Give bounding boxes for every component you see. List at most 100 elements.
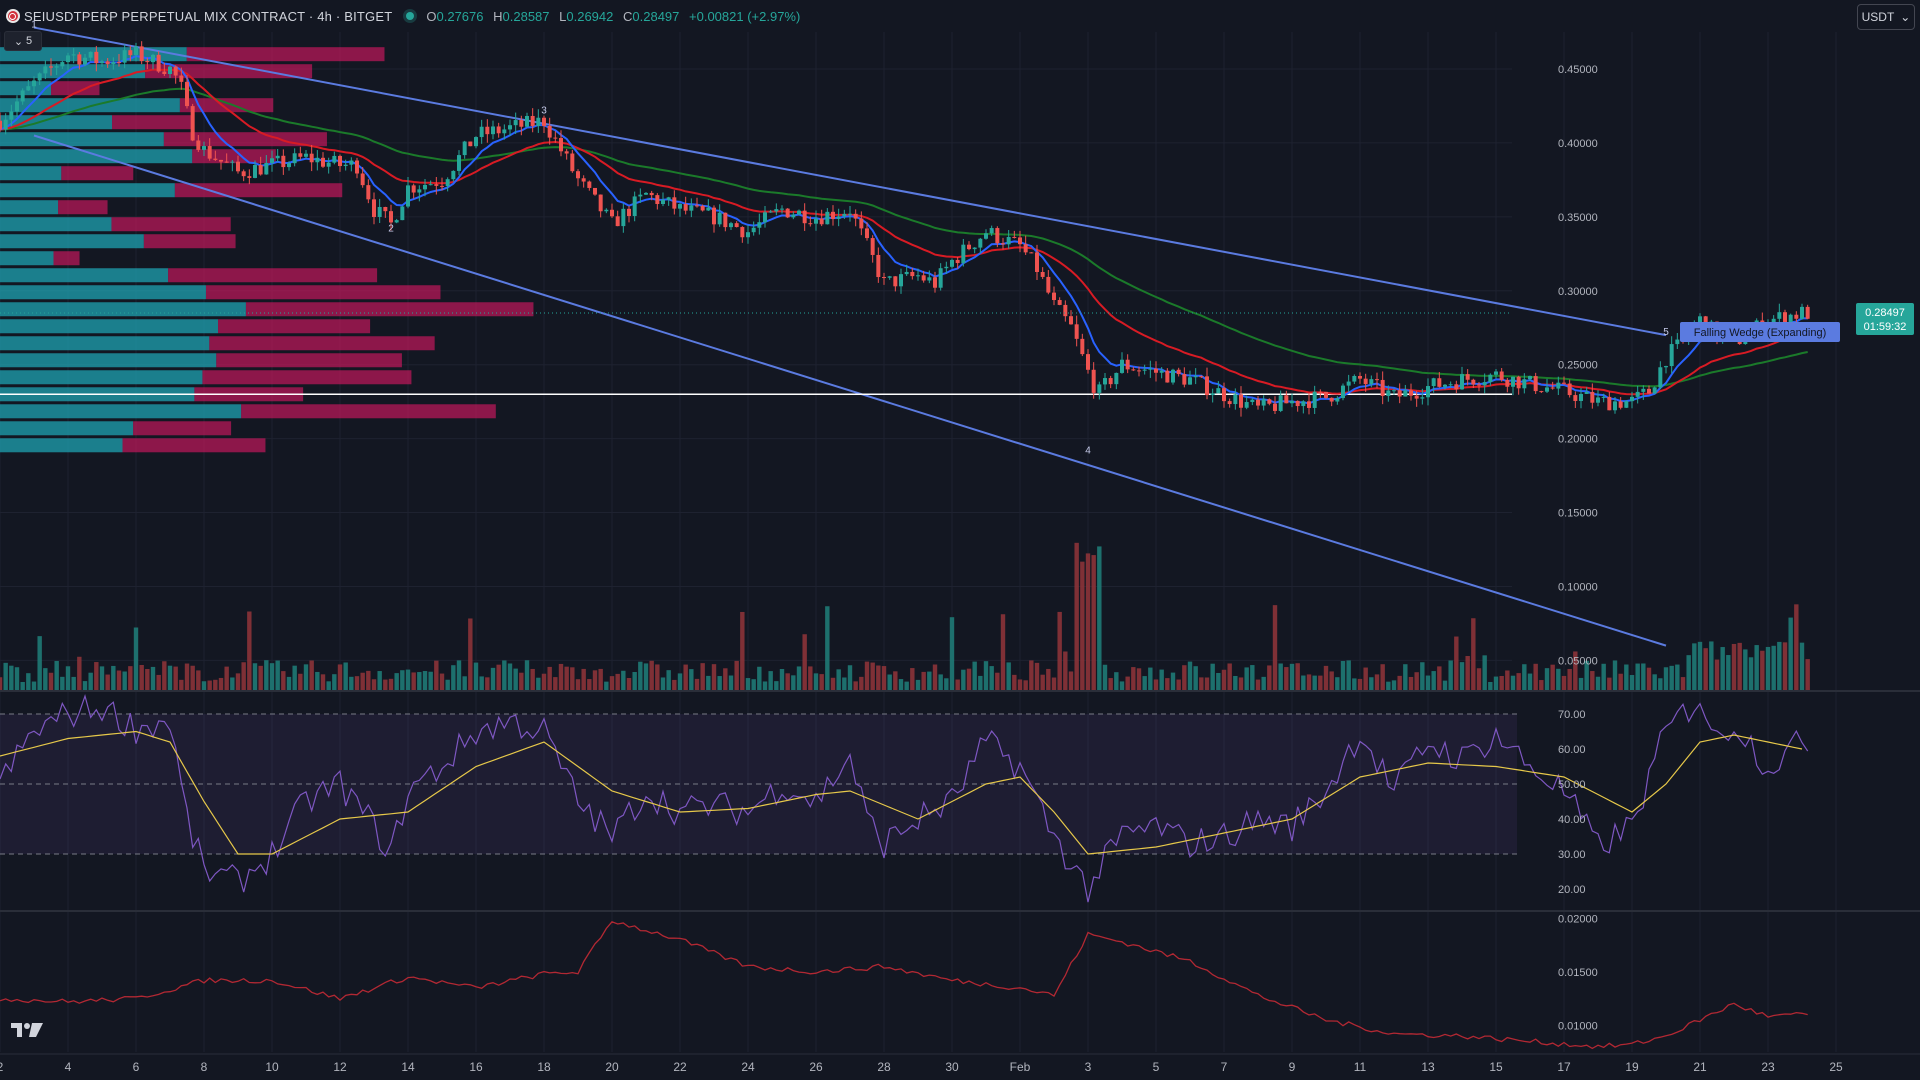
- volume-bar: [1227, 663, 1232, 690]
- rsi-axis-tick: 50.00: [1558, 779, 1586, 791]
- volume-bar: [553, 677, 558, 690]
- volume-bar: [1703, 648, 1708, 690]
- candle-body: [1499, 371, 1504, 380]
- candle-body: [1590, 391, 1595, 403]
- candle-body: [1652, 387, 1657, 394]
- candle-body: [842, 213, 847, 217]
- volume-bar: [1669, 665, 1674, 690]
- candle-body: [400, 206, 405, 221]
- volume-bar: [1136, 668, 1142, 690]
- candle-body: [309, 153, 314, 163]
- volume-profile-up-bar: [0, 217, 112, 232]
- candle-body: [355, 160, 359, 174]
- wedge-lower-trendline: [33, 134, 1667, 647]
- volume-bar: [1686, 655, 1691, 690]
- volume-bar: [258, 665, 263, 690]
- volume-bar: [1641, 663, 1646, 690]
- volume-bar: [541, 673, 547, 690]
- ohlc-values: O0.27676 H0.28587 L0.26942 C0.28497 +0.0…: [426, 9, 806, 24]
- volume-bar: [995, 672, 1000, 690]
- candle-body: [213, 158, 218, 160]
- candle-body: [3, 119, 8, 130]
- volume-bar: [434, 660, 439, 690]
- candle-body: [128, 50, 133, 56]
- volume-bar: [473, 662, 479, 690]
- candle-body: [1176, 369, 1181, 375]
- volume-bar: [1170, 672, 1176, 690]
- volume-bar: [530, 668, 535, 690]
- candle-body: [9, 111, 14, 120]
- candle-body: [1074, 324, 1079, 339]
- currency-select[interactable]: USDT ⌄: [1857, 4, 1915, 30]
- symbol-title[interactable]: SEIUSDTPERP PERPETUAL MIX CONTRACT · 4h …: [24, 8, 393, 24]
- volume-bar: [496, 664, 501, 690]
- volume-profile-down-bar: [133, 421, 232, 436]
- candle-body: [1273, 403, 1277, 411]
- volume-bar: [31, 681, 37, 690]
- volume-bar: [201, 681, 207, 690]
- candle-body: [1131, 369, 1136, 371]
- candle-body: [1482, 382, 1487, 386]
- volume-bar: [1318, 675, 1323, 690]
- volume-bar: [1799, 642, 1805, 690]
- volume-bar: [1125, 676, 1130, 690]
- volume-profile-up-bar: [0, 64, 146, 79]
- candle-body: [20, 90, 25, 102]
- candle-body: [1516, 376, 1521, 389]
- volume-bar: [1238, 677, 1244, 690]
- volume-bar: [417, 672, 422, 690]
- candle-body: [94, 51, 99, 64]
- tradingview-logo-icon[interactable]: [10, 1021, 44, 1039]
- volume-profile-up-bar: [0, 132, 164, 147]
- volume-bar: [1714, 659, 1720, 690]
- time-axis-tick: 23: [1761, 1060, 1775, 1074]
- volume-profile-down-bar: [112, 115, 194, 130]
- candle-body: [1080, 338, 1085, 355]
- candle-body: [54, 66, 59, 68]
- volume-bar: [1284, 667, 1289, 690]
- volume-bar: [1000, 614, 1006, 690]
- candle-body: [1165, 370, 1170, 383]
- volume-bar: [819, 674, 824, 690]
- candle-body: [615, 216, 620, 227]
- volume-bar: [1267, 665, 1272, 690]
- volume-bar: [949, 617, 955, 690]
- volume-bar: [26, 673, 31, 690]
- volume-bar: [626, 677, 632, 690]
- candle-body: [1533, 376, 1538, 392]
- candle-body: [1794, 314, 1799, 319]
- volume-bar: [734, 660, 739, 690]
- candle-body: [389, 211, 393, 223]
- candle-body: [678, 204, 682, 209]
- volume-profile-up-bar: [0, 404, 242, 419]
- candle-body: [417, 189, 422, 193]
- candle-body: [304, 153, 308, 157]
- volume-bar: [1244, 667, 1249, 690]
- candle-body: [751, 227, 756, 233]
- candle-body: [1494, 371, 1498, 375]
- candle-body: [570, 153, 575, 172]
- volume-bar: [1057, 611, 1062, 690]
- volume-bar: [1635, 663, 1640, 690]
- volume-bar: [547, 666, 552, 690]
- candle-body: [1307, 401, 1311, 408]
- volume-bar: [1539, 680, 1544, 690]
- candle-body: [547, 125, 552, 138]
- volume-bar: [1471, 618, 1476, 690]
- candle-body: [921, 275, 926, 281]
- volume-bar: [904, 681, 909, 690]
- candle-body: [219, 159, 223, 162]
- indicators-collapse-button[interactable]: ⌄ 5: [4, 31, 42, 51]
- candle-body: [1397, 390, 1402, 397]
- volume-bar: [847, 665, 853, 690]
- volume-bar: [1323, 665, 1329, 690]
- volume-bar: [893, 671, 898, 690]
- volume-bar: [1295, 663, 1300, 690]
- volume-bar: [1771, 645, 1776, 690]
- candle-body: [746, 232, 750, 238]
- candle-body: [326, 162, 331, 167]
- volume-bar: [1675, 664, 1680, 690]
- volume-profile-down-bar: [216, 353, 402, 368]
- volume-bar: [1760, 650, 1765, 690]
